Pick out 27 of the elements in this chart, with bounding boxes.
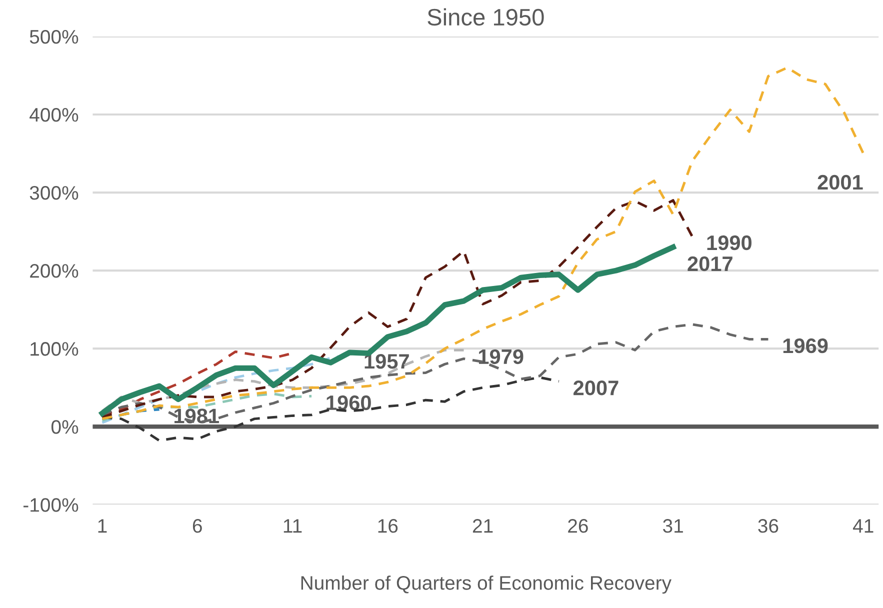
y-tick-label: 500%	[30, 30, 78, 44]
x-tick-label: 6	[192, 519, 202, 533]
y-tick-label: 0%	[51, 420, 78, 434]
chart-title: Since 1950	[428, 8, 544, 26]
x-axis-title: Number of Quarters of Economic Recovery	[301, 576, 672, 594]
x-tick-label: 31	[663, 519, 683, 533]
series-label: 1979	[478, 349, 524, 364]
y-tick-label: -100%	[23, 498, 78, 512]
x-tick-label: 11	[284, 519, 302, 533]
y-tick-label: 300%	[30, 186, 78, 200]
x-tick-label: 41	[852, 519, 874, 533]
y-tick-label: 100%	[30, 342, 78, 356]
series-label: 1990	[707, 235, 752, 250]
y-tick-label: 400%	[30, 108, 78, 122]
series-label: 1960	[326, 395, 371, 410]
series-label: 2007	[574, 380, 618, 396]
x-tick-label: 21	[472, 519, 493, 533]
series-label: 1969	[783, 338, 828, 354]
y-tick-label: 200%	[30, 264, 78, 278]
x-tick-label: 26	[568, 519, 588, 533]
line-series	[100, 392, 313, 422]
x-tick-label: 1	[98, 519, 107, 533]
x-tick-label: 16	[378, 519, 398, 533]
series-label: 1957	[364, 354, 409, 369]
series-label: 2017	[688, 256, 732, 272]
x-tick-label: 36	[758, 519, 778, 533]
series-label: 2001	[818, 174, 863, 190]
